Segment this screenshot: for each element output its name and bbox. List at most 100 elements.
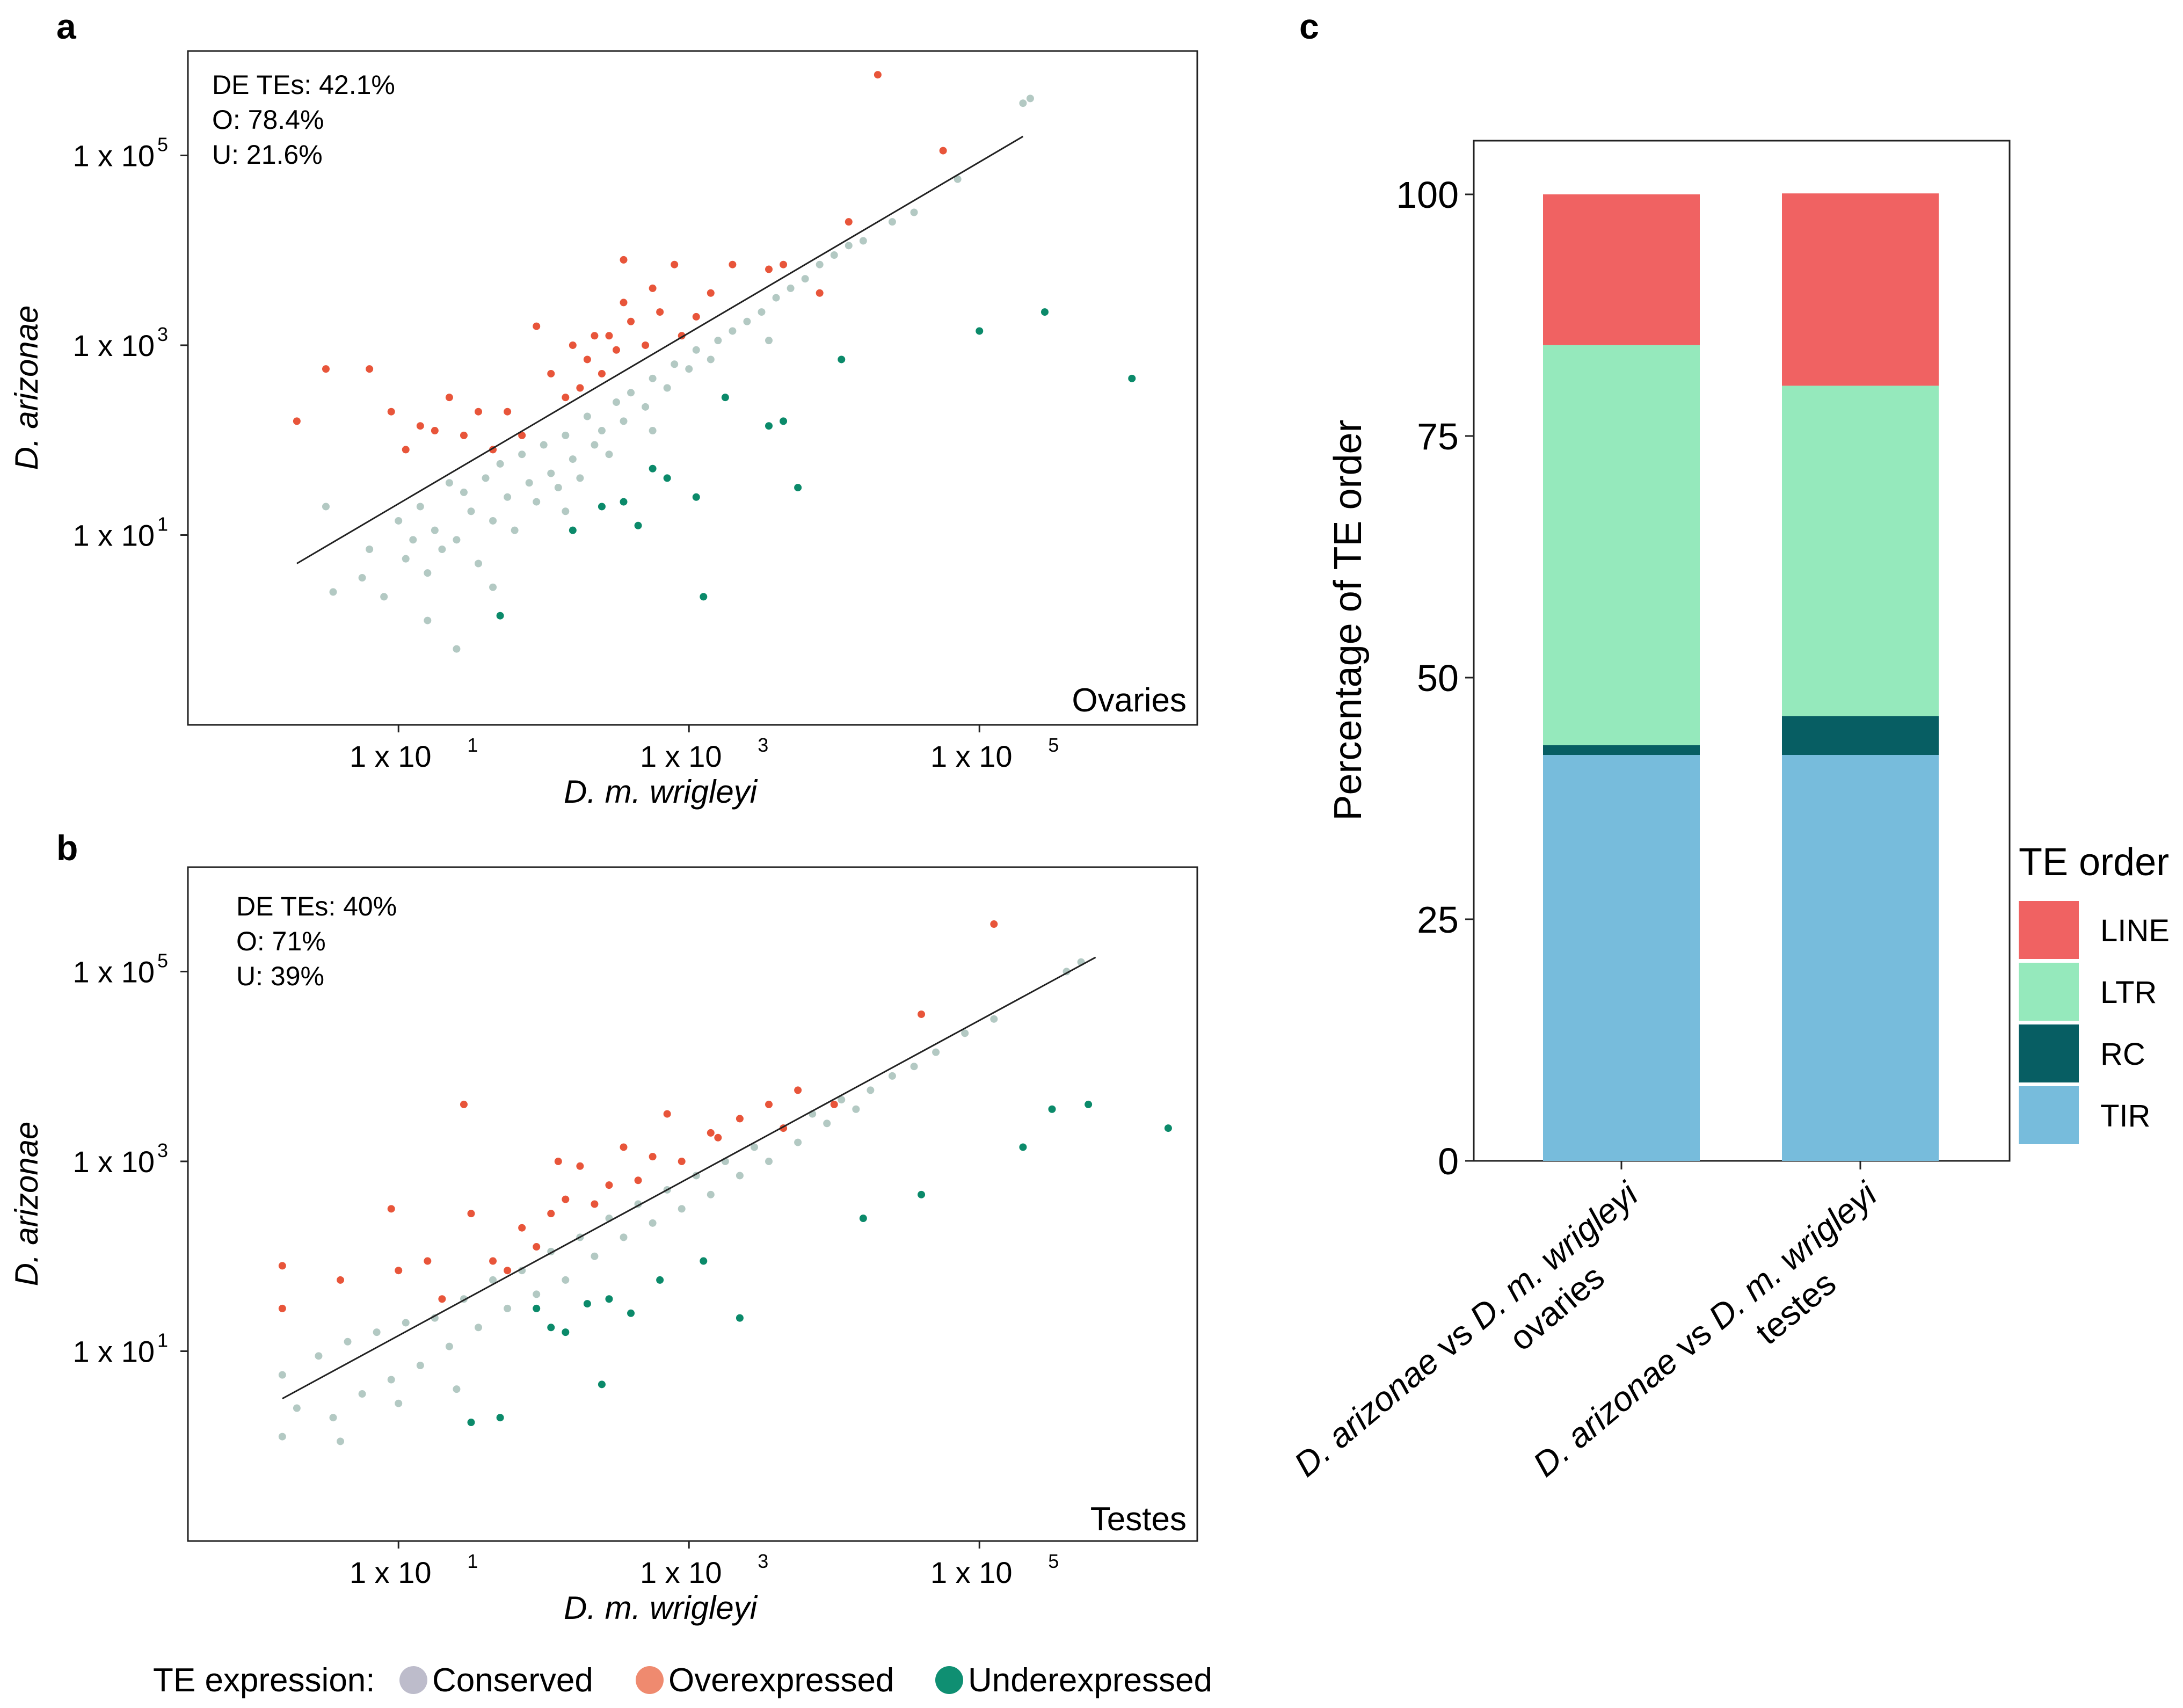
point-conserved: [496, 460, 504, 468]
point-overexpressed: [939, 147, 947, 155]
point-underexpressed: [736, 1314, 744, 1322]
point-overexpressed: [678, 1157, 686, 1165]
expression-legend-title: TE expression:: [153, 1662, 375, 1699]
point-conserved: [642, 403, 650, 411]
bar-segment-tir: [1782, 755, 1939, 1161]
x-axis-label-b: D. m. wrigleyi: [564, 1590, 758, 1626]
x-ticks-b: 1 x 10 1 1 x 10 3 1 x 10 5: [350, 1541, 1059, 1589]
point-overexpressed: [438, 1295, 446, 1303]
point-conserved: [482, 474, 490, 482]
point-overexpressed: [337, 1276, 345, 1284]
point-conserved: [395, 1399, 403, 1407]
point-overexpressed: [707, 1129, 715, 1137]
point-underexpressed: [547, 1324, 555, 1332]
point-conserved: [533, 1290, 541, 1298]
annotation-de: DE TEs: 40%: [236, 891, 397, 921]
point-conserved: [932, 1048, 940, 1056]
point-conserved: [830, 251, 838, 259]
y-tick-exponent: 5: [157, 949, 168, 971]
point-overexpressed: [562, 394, 570, 402]
point-conserved: [649, 374, 657, 382]
point-conserved: [758, 308, 766, 316]
point-conserved: [358, 574, 366, 582]
point-overexpressed: [460, 431, 468, 439]
point-overexpressed: [874, 71, 882, 79]
point-conserved: [395, 517, 403, 525]
y-axis-label-b: D. arizonae: [9, 1122, 45, 1287]
tissue-label-a: Ovaries: [1072, 682, 1187, 719]
point-conserved: [867, 1086, 875, 1094]
point-conserved: [554, 484, 562, 492]
point-overexpressed: [663, 1110, 671, 1118]
point-overexpressed: [504, 408, 512, 416]
point-conserved: [838, 1096, 846, 1104]
point-conserved: [315, 1352, 323, 1360]
y-axis-label-a: D. arizonae: [9, 306, 45, 470]
point-conserved: [910, 1063, 918, 1071]
expression-legend: TE expression: Conserved Overexpressed U…: [153, 1662, 1212, 1699]
point-conserved: [583, 412, 591, 420]
point-conserved: [322, 503, 330, 511]
point-overexpressed: [642, 341, 650, 349]
point-overexpressed: [918, 1010, 926, 1018]
point-overexpressed: [620, 1143, 628, 1151]
point-underexpressed: [721, 394, 729, 402]
stacked-bar-panel: 0 25 50 75 100 D. arizonae vs D. m. wrigleyi…: [1287, 140, 2170, 1484]
legend-label-underexpressed: Underexpressed: [968, 1662, 1212, 1699]
point-conserved: [961, 1029, 969, 1037]
point-conserved: [329, 588, 337, 596]
point-overexpressed: [387, 1205, 395, 1213]
plot-frame-c: [1473, 140, 2011, 1162]
point-underexpressed: [838, 355, 846, 364]
point-conserved: [801, 275, 809, 283]
x-tick-label: 1 x 10: [640, 1556, 722, 1589]
y-ticks-b: 1 x 10 11 x 10 31 x 10 5: [72, 949, 188, 1368]
point-conserved: [743, 317, 751, 325]
legend-dot-underexpressed: [935, 1666, 963, 1694]
point-underexpressed: [634, 521, 642, 529]
point-conserved: [649, 1219, 657, 1227]
point-conserved: [547, 469, 555, 477]
point-conserved: [591, 1252, 599, 1260]
annotation-o: O: 71%: [236, 926, 326, 956]
annotation-u: U: 39%: [236, 961, 324, 991]
legend-label-line: LINE: [2100, 913, 2170, 948]
point-conserved: [562, 507, 570, 515]
legend-label-tir: TIR: [2100, 1099, 2150, 1133]
point-conserved: [671, 360, 679, 368]
point-overexpressed: [649, 1153, 657, 1161]
legend-dot-overexpressed: [636, 1666, 664, 1694]
point-underexpressed: [1085, 1100, 1093, 1108]
point-overexpressed: [620, 299, 628, 307]
point-conserved: [453, 1385, 461, 1393]
point-conserved: [293, 1404, 301, 1412]
plot-frame-a: [187, 50, 1198, 726]
point-conserved: [337, 1437, 345, 1445]
point-conserved: [445, 1342, 453, 1350]
point-conserved: [409, 536, 417, 544]
y-tick-label: 1 x 10: [72, 518, 155, 552]
point-conserved: [888, 1072, 896, 1080]
point-overexpressed: [736, 1115, 744, 1123]
point-underexpressed: [1019, 1143, 1027, 1151]
point-overexpressed: [387, 408, 395, 416]
x-tick-exponent: 1: [467, 1550, 478, 1572]
bar-segment-rc: [1782, 716, 1939, 755]
points-b: [278, 920, 1172, 1445]
point-conserved: [888, 218, 896, 226]
point-overexpressed: [395, 1267, 403, 1275]
point-overexpressed: [990, 920, 998, 928]
point-overexpressed: [656, 308, 664, 316]
point-conserved: [794, 1138, 802, 1146]
point-overexpressed: [707, 289, 715, 297]
point-conserved: [424, 569, 432, 577]
point-conserved: [453, 645, 461, 653]
point-underexpressed: [598, 1380, 606, 1389]
panel-letter-c: c: [1299, 6, 1319, 46]
point-conserved: [990, 1015, 998, 1023]
point-conserved: [707, 1190, 715, 1198]
points-a: [293, 71, 1136, 653]
